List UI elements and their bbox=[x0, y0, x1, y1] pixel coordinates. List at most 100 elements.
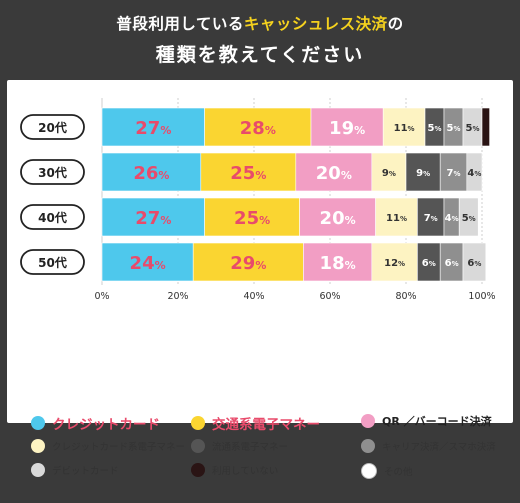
legend-label: 交通系電子マネー bbox=[212, 417, 320, 433]
title-line-2: 種類を教えてください bbox=[155, 44, 365, 66]
legend-label: 流通系電子マネー bbox=[212, 442, 289, 453]
legend-label: 利用していない bbox=[212, 466, 279, 477]
data-label: 27% bbox=[135, 208, 171, 229]
x-tick-label: 80% bbox=[395, 291, 416, 302]
legend-item: キャリア決済／スマホ決済 bbox=[361, 439, 496, 453]
legend-swatch bbox=[191, 463, 205, 477]
data-label: 11% bbox=[394, 123, 415, 134]
bar-segment bbox=[101, 197, 205, 237]
bar-segment bbox=[101, 107, 205, 147]
x-tick-label: 100% bbox=[468, 291, 495, 302]
legend-label: デビットカード bbox=[52, 466, 119, 477]
bar-segment bbox=[101, 152, 202, 192]
legend-label: クレジットカード系電子マネー bbox=[52, 442, 186, 453]
x-tick-label: 0% bbox=[94, 291, 109, 302]
legend-item: 交通系電子マネー bbox=[191, 413, 320, 433]
data-label: 5% bbox=[428, 123, 442, 134]
legend-swatch bbox=[31, 416, 45, 430]
legend-label: その他 bbox=[384, 467, 413, 478]
chart-panel: 0% 20% 40% 60% 80% 100% 20代 27% 28% 19% 11% 5% 5% 5% 3… bbox=[7, 80, 513, 479]
bar-segment bbox=[371, 242, 418, 282]
legend-swatch bbox=[31, 463, 45, 477]
legend-swatch bbox=[361, 439, 375, 453]
legend-item: クレジットカード系電子マネー bbox=[31, 439, 185, 453]
stacked-bar-chart: 0% 20% 40% 60% 80% 100% 20代 27% 28% 19% 11% 5% 5% 5% 3… bbox=[20, 98, 496, 302]
data-label: 5% bbox=[466, 123, 480, 134]
bar-segment bbox=[295, 152, 373, 192]
category-label-box bbox=[20, 159, 85, 185]
legend-item: 流通系電子マネー bbox=[191, 439, 288, 453]
legend-swatch bbox=[361, 414, 375, 428]
data-label: 29% bbox=[230, 253, 266, 274]
data-label: 7% bbox=[447, 168, 461, 179]
bar-segment bbox=[204, 107, 312, 147]
infographic-frame: 普段利用しているキャッシュレス決済の 種類を教えてください 0% 20% 40% 60… bbox=[0, 0, 520, 479]
category-label: 50代 bbox=[38, 255, 67, 270]
data-label: 20% bbox=[320, 208, 356, 229]
data-label: 4% bbox=[445, 213, 459, 224]
data-label: 6% bbox=[422, 258, 436, 269]
data-label: 24% bbox=[130, 253, 166, 274]
title-accent: キャッシュレス決済 bbox=[243, 15, 388, 33]
legend-swatch bbox=[191, 416, 205, 430]
title-line-1: 普段利用しているキャッシュレス決済の bbox=[0, 12, 520, 34]
data-label: 6% bbox=[445, 258, 459, 269]
data-label: 18% bbox=[320, 253, 356, 274]
category-label-box bbox=[20, 204, 85, 230]
data-label: 20% bbox=[316, 163, 352, 184]
bar-segment bbox=[405, 152, 441, 192]
category-label: 30代 bbox=[38, 165, 67, 180]
bar-segment bbox=[192, 242, 304, 282]
category-label: 40代 bbox=[38, 210, 67, 225]
x-tick-label: 20% bbox=[167, 291, 188, 302]
data-label: 9% bbox=[382, 168, 396, 179]
bar-segment bbox=[417, 197, 445, 237]
bar-segment bbox=[375, 197, 418, 237]
legend-swatch bbox=[31, 439, 45, 453]
bar-segment bbox=[466, 152, 483, 192]
data-label: 25% bbox=[230, 163, 266, 184]
data-label: 5% bbox=[447, 123, 461, 134]
bar-segment bbox=[303, 242, 373, 282]
legend-label: クレジットカード bbox=[52, 417, 160, 433]
data-label: 11% bbox=[386, 213, 407, 224]
legend-item: QR ／バーコード決済 bbox=[361, 413, 492, 429]
header: 普段利用しているキャッシュレス決済の 種類を教えてください bbox=[0, 0, 520, 78]
data-label: 28% bbox=[240, 118, 276, 139]
data-label: 19% bbox=[329, 118, 365, 139]
bar-segment bbox=[299, 197, 376, 237]
legend-label: QR ／バーコード決済 bbox=[382, 415, 492, 428]
legend-item: その他 bbox=[361, 463, 413, 479]
category-label-box bbox=[20, 249, 85, 275]
bar-segment bbox=[371, 152, 407, 192]
bar-segment bbox=[204, 197, 300, 237]
legend-item: クレジットカード bbox=[31, 413, 160, 433]
bar-segment bbox=[439, 152, 468, 192]
data-label: 27% bbox=[135, 118, 171, 139]
data-label: 12% bbox=[384, 258, 405, 269]
data-label: 6% bbox=[467, 258, 481, 269]
data-label: 4% bbox=[467, 168, 481, 179]
bar-segment bbox=[462, 242, 487, 282]
data-label: 7% bbox=[424, 213, 438, 224]
category-label: 20代 bbox=[38, 120, 67, 135]
category-label-box bbox=[20, 114, 85, 140]
x-tick-label: 40% bbox=[243, 291, 264, 302]
data-label: 25% bbox=[234, 208, 270, 229]
bar-segment bbox=[200, 152, 297, 192]
bar-segment bbox=[481, 107, 490, 147]
legend-swatch bbox=[191, 439, 205, 453]
legend-item: デビットカード bbox=[31, 463, 119, 477]
data-label: 26% bbox=[133, 163, 169, 184]
legend: クレジットカード 交通系電子マネー QR ／バーコード決済クレジットカード系電子マネ… bbox=[31, 413, 511, 503]
legend-item: 利用していない bbox=[191, 463, 278, 477]
title-suffix: の bbox=[387, 15, 404, 33]
bar-segment bbox=[382, 107, 426, 147]
legend-swatch bbox=[361, 463, 377, 479]
data-label: 9% bbox=[416, 168, 430, 179]
x-tick-label: 60% bbox=[319, 291, 340, 302]
title-prefix: 普段利用している bbox=[116, 15, 244, 33]
legend-label: キャリア決済／スマホ決済 bbox=[382, 442, 496, 453]
data-label: 5% bbox=[462, 213, 476, 224]
bar-segment bbox=[458, 197, 479, 237]
